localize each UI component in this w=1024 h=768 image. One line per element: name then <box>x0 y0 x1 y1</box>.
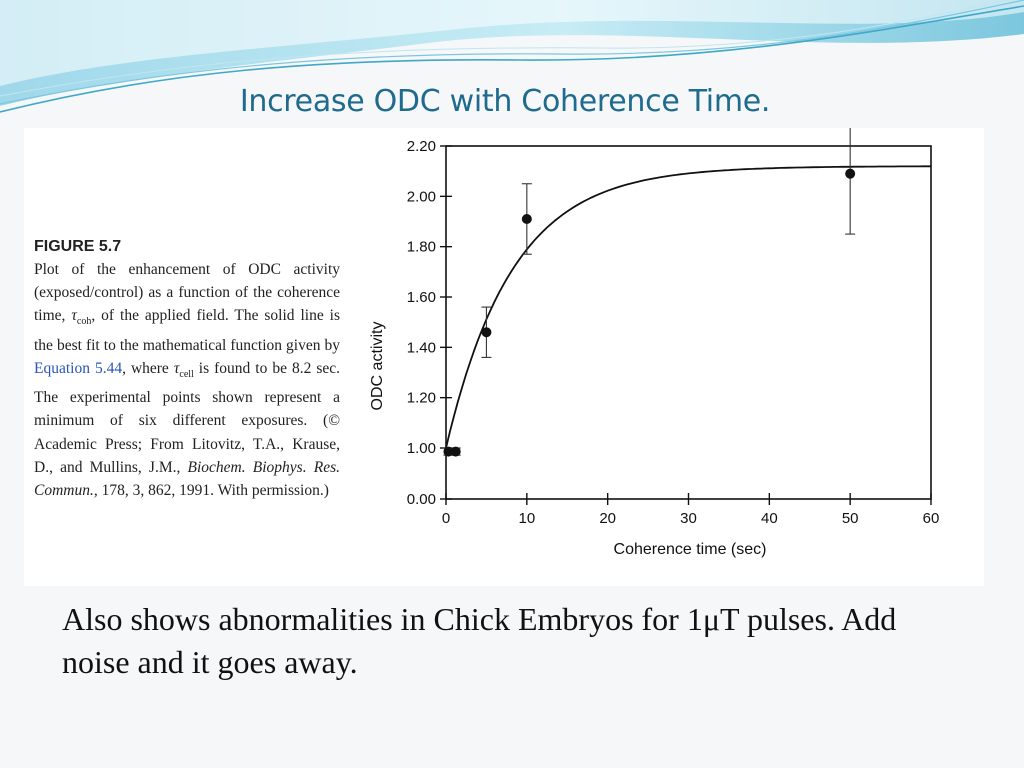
y-tick-label: 1.60 <box>407 289 436 306</box>
tau-coh-subscript: coh <box>76 316 92 328</box>
y-tick-label: 2.20 <box>407 138 436 155</box>
slide-body-text: Also shows abnormalities in Chick Embryo… <box>62 601 897 680</box>
x-tick-label: 50 <box>842 510 859 527</box>
y-tick-label: 1.40 <box>407 339 436 356</box>
data-point <box>450 446 461 457</box>
caption-text-5: , 178, 3, 862, 1991. With permission.) <box>93 482 329 500</box>
figure-panel: FIGURE 5.7 Plot of the enhancement of OD… <box>24 128 984 586</box>
data-point <box>521 213 532 224</box>
x-tick-label: 10 <box>518 510 535 527</box>
fit-curve-line <box>445 165 931 449</box>
journal-name: Biochem. Biophys. Res. Commun. <box>34 458 341 500</box>
x-tick-label: 60 <box>923 510 940 527</box>
caption-text-2: , of the applied field. The solid line i… <box>34 307 340 354</box>
plot-frame <box>445 145 932 500</box>
tau-cell-symbol: τ <box>173 359 180 377</box>
data-point <box>481 327 492 338</box>
y-tick-label: 1.20 <box>407 390 436 407</box>
x-tick-label: 0 <box>442 510 450 527</box>
slide-title: Increase ODC with Coherence Time. <box>239 84 771 119</box>
x-tick-label: 40 <box>761 510 778 527</box>
odc-chart: 0 10 20 30 40 50 60 0.00 1.00 1.20 1.40 1.60 1.80 2.… <box>369 128 940 558</box>
figure-heading: FIGURE 5.7 <box>34 238 122 255</box>
y-tick-label: 1.80 <box>407 239 436 256</box>
tau-coh-symbol: τ <box>71 307 77 325</box>
y-axis-label: ODC activity <box>369 322 386 411</box>
header-waves-decoration <box>0 0 1024 120</box>
tau-cell-subscript: cell <box>179 369 194 380</box>
equation-link[interactable]: Equation 5.44 <box>34 359 123 377</box>
caption-text-1: Plot of the enhancement of ODC activity … <box>34 261 340 325</box>
x-axis-label: Coherence time (sec) <box>614 541 767 558</box>
x-tick-label: 30 <box>680 510 697 527</box>
caption-text-4: is found to be 8.2 sec. The experimental… <box>34 359 340 476</box>
y-tick-label: 0.00 <box>407 491 436 508</box>
y-tick-label: 2.00 <box>407 188 436 205</box>
x-tick-label: 20 <box>599 510 616 527</box>
figure-caption: FIGURE 5.7 Plot of the enhancement of OD… <box>34 236 340 502</box>
caption-text-3: , where <box>122 359 174 377</box>
data-point <box>443 446 454 457</box>
data-point <box>845 168 856 179</box>
y-tick-label: 1.00 <box>407 440 436 457</box>
